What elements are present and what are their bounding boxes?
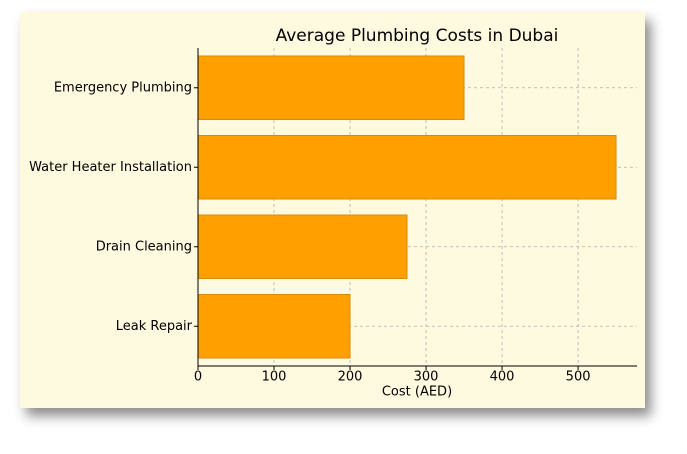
x-tick-label: 500: [566, 370, 591, 385]
bar: [197, 214, 408, 279]
bar: [197, 55, 465, 120]
x-tick-label: 0: [194, 370, 202, 385]
x-tick-label: 300: [414, 370, 439, 385]
chart-title: Average Plumbing Costs in Dubai: [276, 26, 559, 46]
x-axis-label: Cost (AED): [382, 385, 452, 400]
y-tick-label: Water Heater Installation: [29, 160, 192, 175]
y-tick-label: Leak Repair: [116, 319, 193, 334]
y-tick-label: Drain Cleaning: [96, 239, 192, 254]
bar: [197, 135, 617, 200]
bar: [197, 294, 351, 359]
x-tick-label: 100: [262, 370, 287, 385]
x-tick-label: 200: [338, 370, 363, 385]
y-tick-label: Emergency Plumbing: [54, 80, 192, 95]
x-tick-label: 400: [490, 370, 515, 385]
